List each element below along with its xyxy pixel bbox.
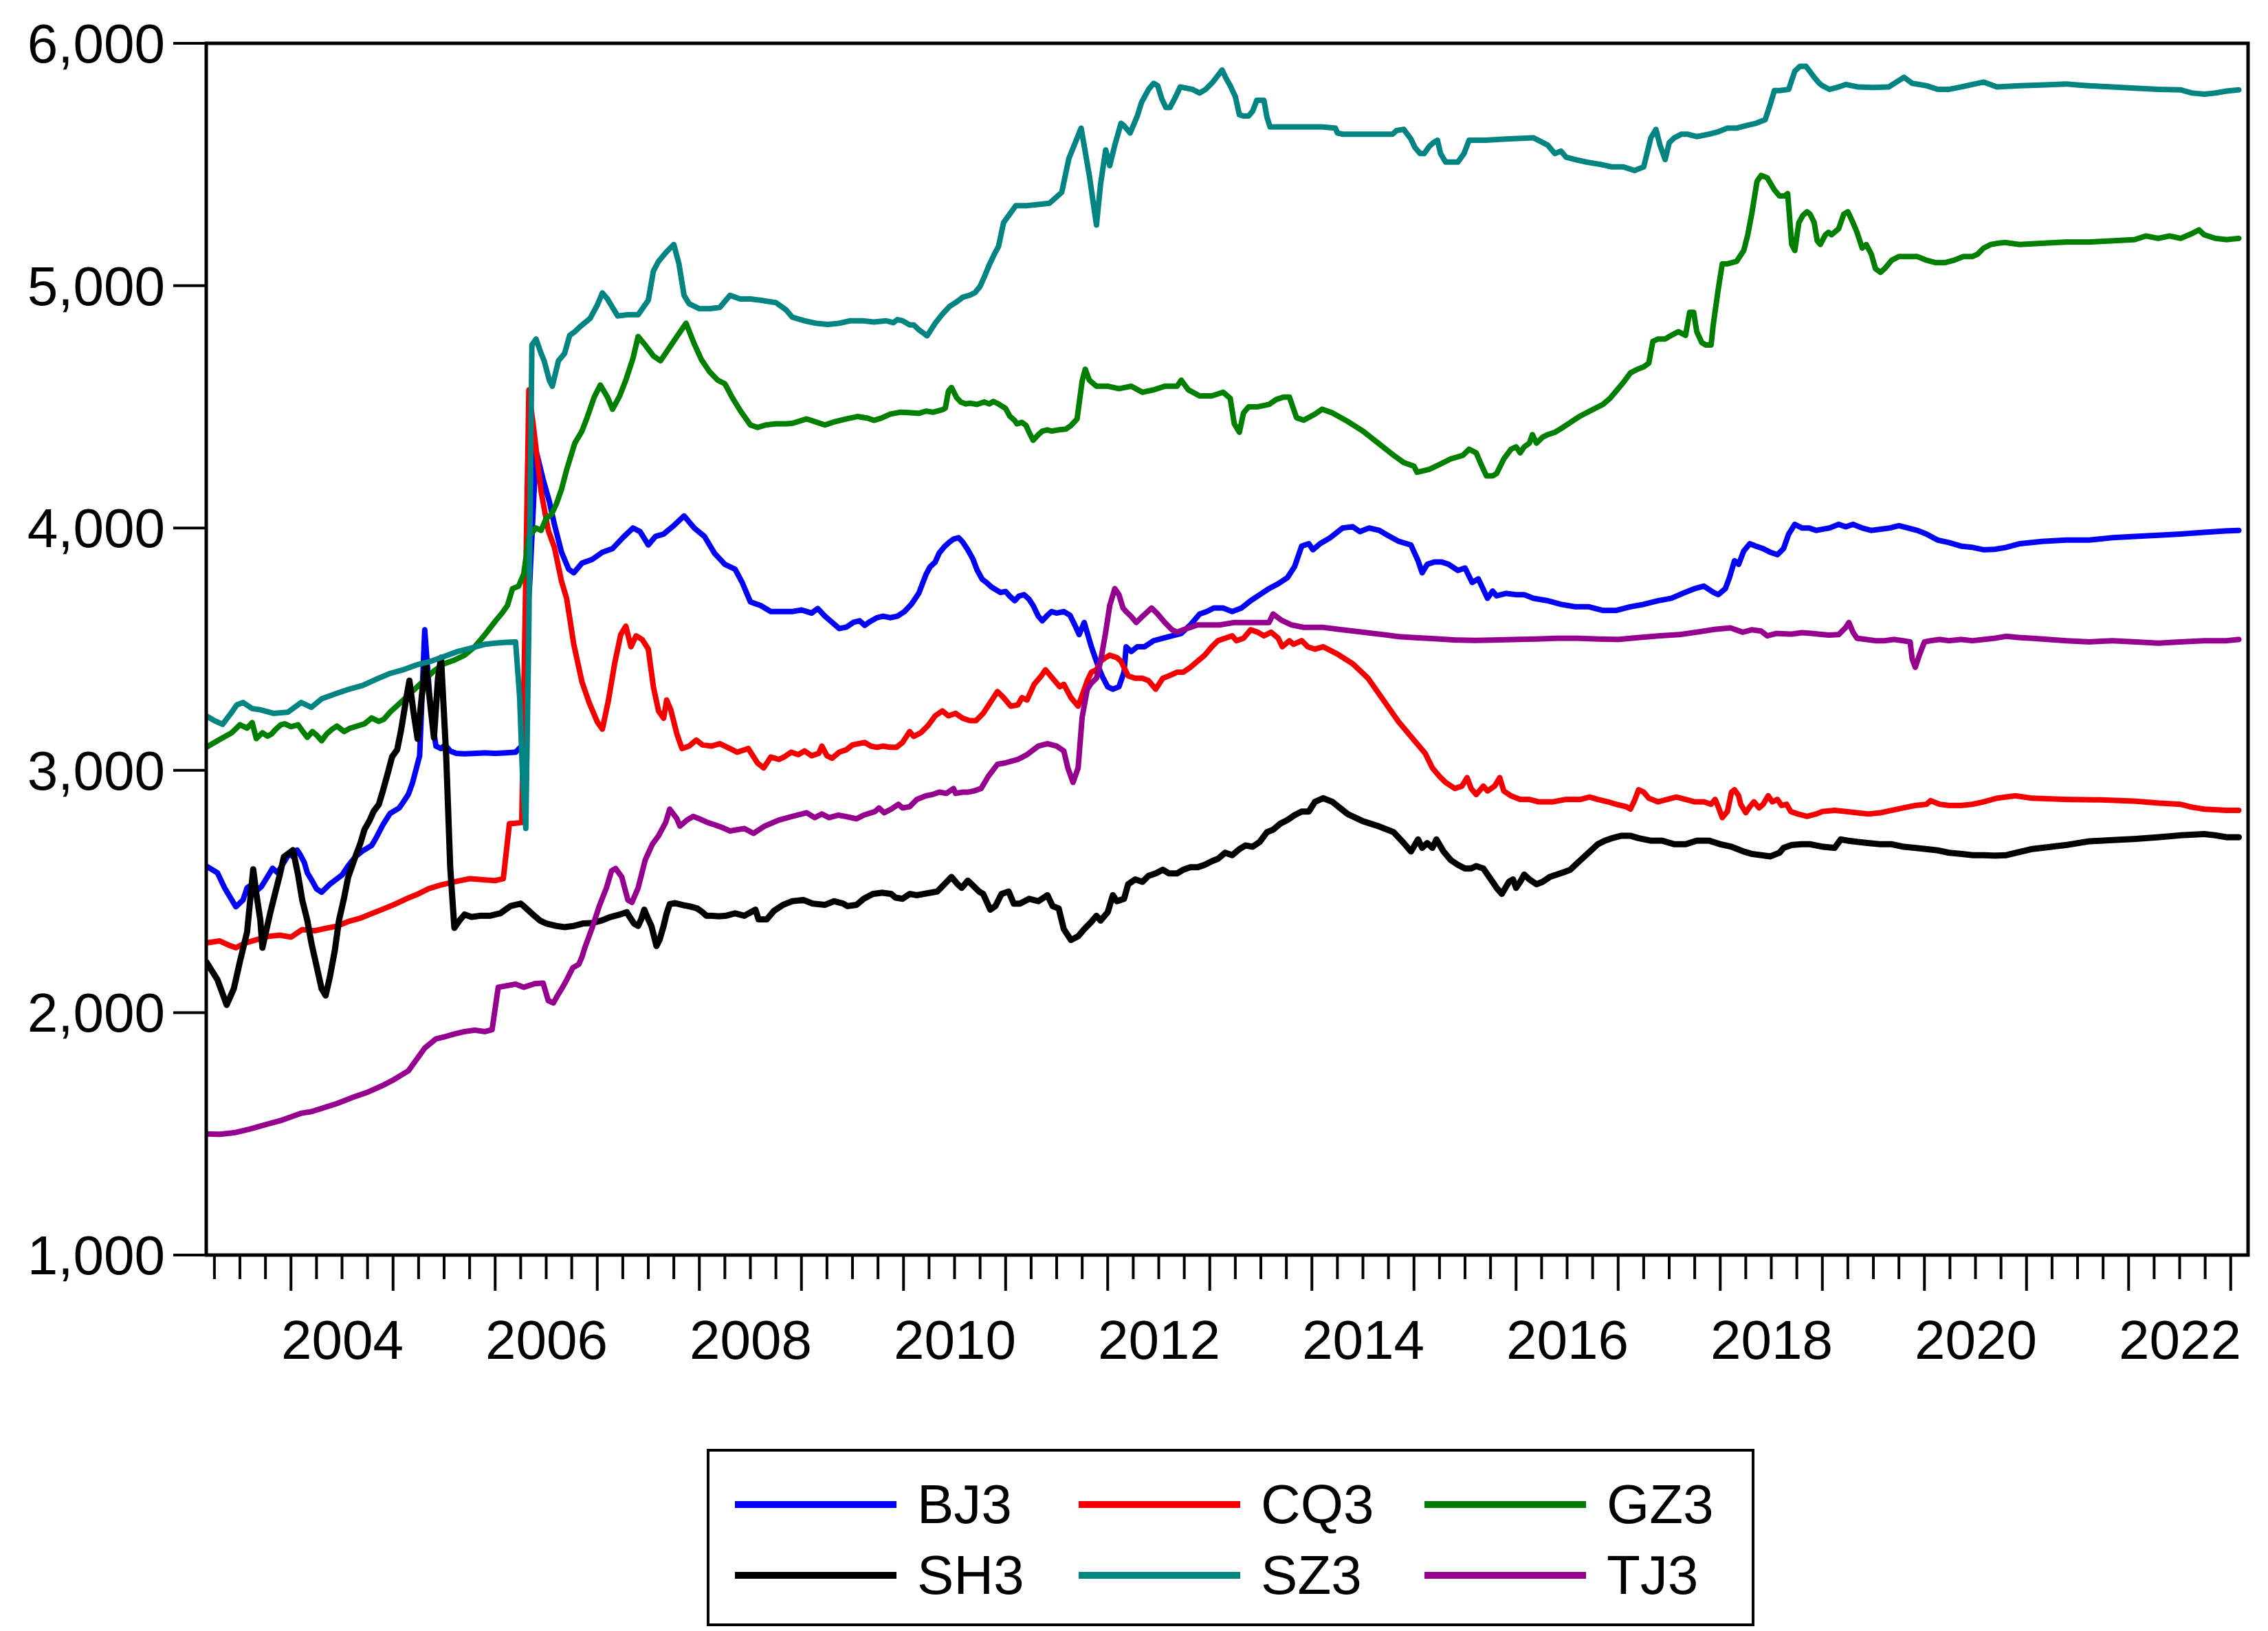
legend-item: TJ3 bbox=[1424, 1548, 1698, 1603]
legend-line-swatch bbox=[735, 1572, 896, 1579]
legend-line-swatch bbox=[1079, 1501, 1240, 1508]
x-tick-label: 2012 bbox=[1098, 1309, 1220, 1371]
legend-line-swatch bbox=[735, 1501, 896, 1508]
legend-label: CQ3 bbox=[1261, 1474, 1374, 1535]
x-tick-label: 2010 bbox=[894, 1309, 1016, 1371]
legend-item: SZ3 bbox=[1079, 1548, 1362, 1603]
series-line-bj3 bbox=[206, 447, 2242, 910]
axes bbox=[173, 41, 2250, 1291]
legend-label: SZ3 bbox=[1261, 1544, 1362, 1606]
x-tick-label: 2004 bbox=[281, 1309, 404, 1371]
x-tick-label: 2006 bbox=[485, 1309, 608, 1371]
y-tick-label: 5,000 bbox=[27, 256, 165, 317]
x-axis-tick-labels: 2004 2006 2008 2010 2012 2014 2016 2018 … bbox=[281, 1309, 2241, 1371]
y-axis-tick-labels: 6,000 5,000 4,000 3,000 2,000 1,000 bbox=[27, 13, 165, 1286]
series-line-sh3 bbox=[206, 654, 2243, 1008]
legend-item: SH3 bbox=[735, 1548, 1024, 1603]
legend-line-swatch bbox=[1424, 1572, 1586, 1579]
x-tick-label: 2020 bbox=[1915, 1309, 2037, 1371]
y-tick-label: 2,000 bbox=[27, 982, 165, 1043]
legend: BJ3 CQ3 GZ3 SH3 SZ3 TJ3 bbox=[707, 1449, 1754, 1626]
x-tick-label: 2008 bbox=[690, 1309, 812, 1371]
legend-line-swatch bbox=[1079, 1572, 1240, 1579]
series-line-cq3 bbox=[206, 387, 2242, 951]
y-tick-label: 4,000 bbox=[27, 498, 165, 559]
x-tick-label: 2018 bbox=[1710, 1309, 1833, 1371]
legend-label: BJ3 bbox=[917, 1474, 1012, 1535]
y-tick-label: 1,000 bbox=[27, 1225, 165, 1286]
legend-item: BJ3 bbox=[735, 1477, 1012, 1532]
series-line-tj3 bbox=[206, 586, 2242, 1138]
series-line-gz3 bbox=[206, 173, 2242, 751]
legend-label: SH3 bbox=[917, 1544, 1024, 1606]
legend-item: GZ3 bbox=[1424, 1477, 1714, 1532]
y-tick-label: 3,000 bbox=[27, 740, 165, 801]
x-tick-label: 2016 bbox=[1506, 1309, 1629, 1371]
legend-label: GZ3 bbox=[1607, 1474, 1714, 1535]
x-tick-label: 2014 bbox=[1302, 1309, 1424, 1371]
series-lines bbox=[206, 63, 2243, 1138]
x-tick-label: 2022 bbox=[2119, 1309, 2241, 1371]
y-tick-label: 6,000 bbox=[27, 13, 165, 74]
series-line-sz3 bbox=[206, 63, 2242, 832]
legend-label: TJ3 bbox=[1607, 1544, 1699, 1606]
legend-line-swatch bbox=[1424, 1501, 1586, 1508]
legend-item: CQ3 bbox=[1079, 1477, 1374, 1532]
